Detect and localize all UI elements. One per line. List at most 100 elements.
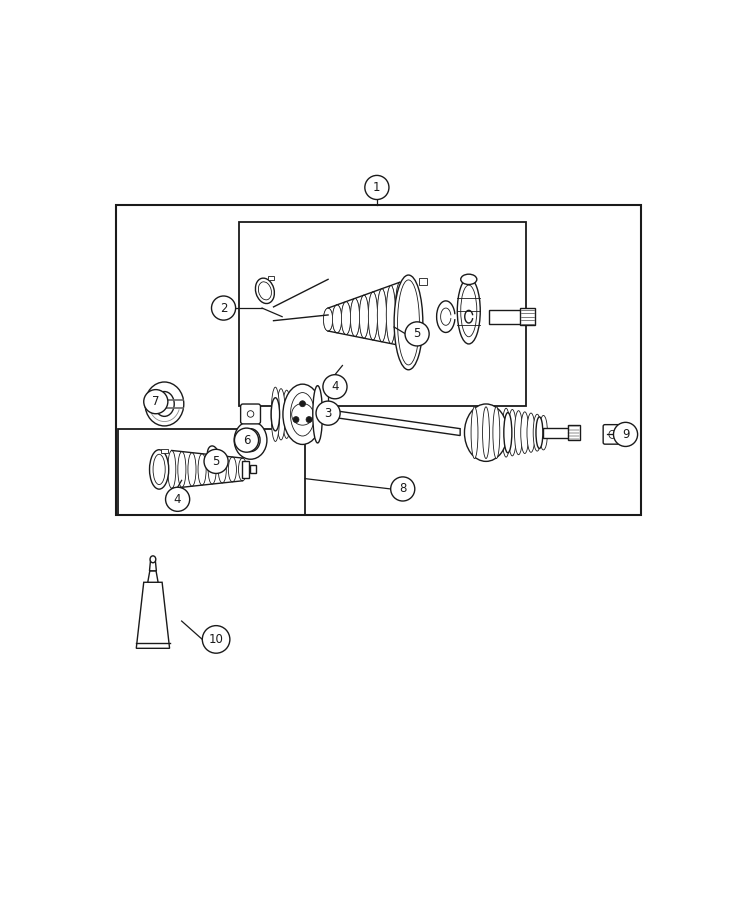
Text: 5: 5 <box>413 328 421 340</box>
Polygon shape <box>150 559 156 571</box>
Circle shape <box>614 422 637 446</box>
Ellipse shape <box>259 282 271 300</box>
Bar <box>116 204 641 515</box>
Ellipse shape <box>471 407 478 458</box>
Ellipse shape <box>342 302 350 335</box>
FancyBboxPatch shape <box>241 404 261 424</box>
Circle shape <box>306 417 312 423</box>
Ellipse shape <box>377 289 387 342</box>
Bar <box>489 310 526 324</box>
Circle shape <box>144 390 168 414</box>
Circle shape <box>293 417 299 423</box>
Text: 3: 3 <box>325 407 332 419</box>
Ellipse shape <box>514 410 522 454</box>
Ellipse shape <box>282 391 291 438</box>
Ellipse shape <box>241 428 260 452</box>
Circle shape <box>202 626 230 653</box>
Ellipse shape <box>461 274 476 284</box>
Ellipse shape <box>271 387 279 441</box>
Ellipse shape <box>527 413 535 453</box>
Ellipse shape <box>324 308 333 331</box>
Bar <box>520 308 535 325</box>
Ellipse shape <box>333 305 342 333</box>
Ellipse shape <box>313 386 322 443</box>
Ellipse shape <box>493 407 499 458</box>
Bar <box>242 462 248 478</box>
Ellipse shape <box>153 454 165 484</box>
Bar <box>268 276 274 281</box>
Polygon shape <box>147 571 158 582</box>
Ellipse shape <box>288 392 296 436</box>
Ellipse shape <box>386 285 396 344</box>
Ellipse shape <box>271 398 279 431</box>
Text: 4: 4 <box>174 493 182 506</box>
Ellipse shape <box>386 285 396 344</box>
Ellipse shape <box>504 412 512 453</box>
Text: 1: 1 <box>373 181 381 194</box>
Ellipse shape <box>350 299 359 337</box>
Ellipse shape <box>368 292 377 340</box>
Polygon shape <box>328 410 460 436</box>
Bar <box>161 449 168 454</box>
Ellipse shape <box>333 305 342 333</box>
Ellipse shape <box>457 278 480 344</box>
Text: 6: 6 <box>243 434 250 446</box>
Circle shape <box>316 401 340 425</box>
Ellipse shape <box>256 278 274 303</box>
Ellipse shape <box>359 295 368 338</box>
Ellipse shape <box>283 384 322 445</box>
Circle shape <box>292 403 313 425</box>
Ellipse shape <box>290 392 315 436</box>
Ellipse shape <box>350 299 359 337</box>
Ellipse shape <box>234 421 267 459</box>
Circle shape <box>323 374 347 399</box>
Ellipse shape <box>305 396 313 432</box>
Ellipse shape <box>293 393 302 436</box>
Ellipse shape <box>150 556 156 562</box>
Ellipse shape <box>342 302 350 335</box>
Ellipse shape <box>246 435 255 446</box>
Ellipse shape <box>155 392 174 417</box>
Ellipse shape <box>395 283 405 346</box>
Ellipse shape <box>150 450 169 489</box>
Ellipse shape <box>145 382 184 426</box>
Circle shape <box>211 296 236 320</box>
Ellipse shape <box>465 404 508 462</box>
Bar <box>419 278 428 285</box>
Ellipse shape <box>461 285 476 337</box>
Bar <box>250 465 256 473</box>
Bar <box>543 428 572 437</box>
Ellipse shape <box>394 275 423 370</box>
Bar <box>322 245 405 382</box>
Ellipse shape <box>534 414 541 451</box>
Text: 8: 8 <box>399 482 406 496</box>
Ellipse shape <box>188 453 196 486</box>
Text: 7: 7 <box>152 395 159 409</box>
Ellipse shape <box>609 430 616 438</box>
Ellipse shape <box>198 454 206 485</box>
Text: 10: 10 <box>209 633 224 646</box>
Circle shape <box>365 176 389 200</box>
Ellipse shape <box>324 308 333 331</box>
Ellipse shape <box>167 451 176 489</box>
Ellipse shape <box>239 458 247 481</box>
Circle shape <box>247 410 254 418</box>
Text: 5: 5 <box>213 454 220 468</box>
Text: 2: 2 <box>220 302 227 315</box>
Ellipse shape <box>219 456 226 483</box>
Text: 9: 9 <box>622 428 629 441</box>
Ellipse shape <box>368 292 377 340</box>
Ellipse shape <box>521 412 529 454</box>
Circle shape <box>204 449 228 473</box>
Circle shape <box>391 477 415 501</box>
Bar <box>119 428 305 515</box>
Circle shape <box>165 487 190 511</box>
Circle shape <box>405 322 429 346</box>
Ellipse shape <box>208 454 216 484</box>
Ellipse shape <box>482 407 490 458</box>
Ellipse shape <box>228 457 236 482</box>
Bar <box>239 222 526 406</box>
Ellipse shape <box>178 452 186 487</box>
Ellipse shape <box>277 389 285 440</box>
Ellipse shape <box>502 409 510 457</box>
